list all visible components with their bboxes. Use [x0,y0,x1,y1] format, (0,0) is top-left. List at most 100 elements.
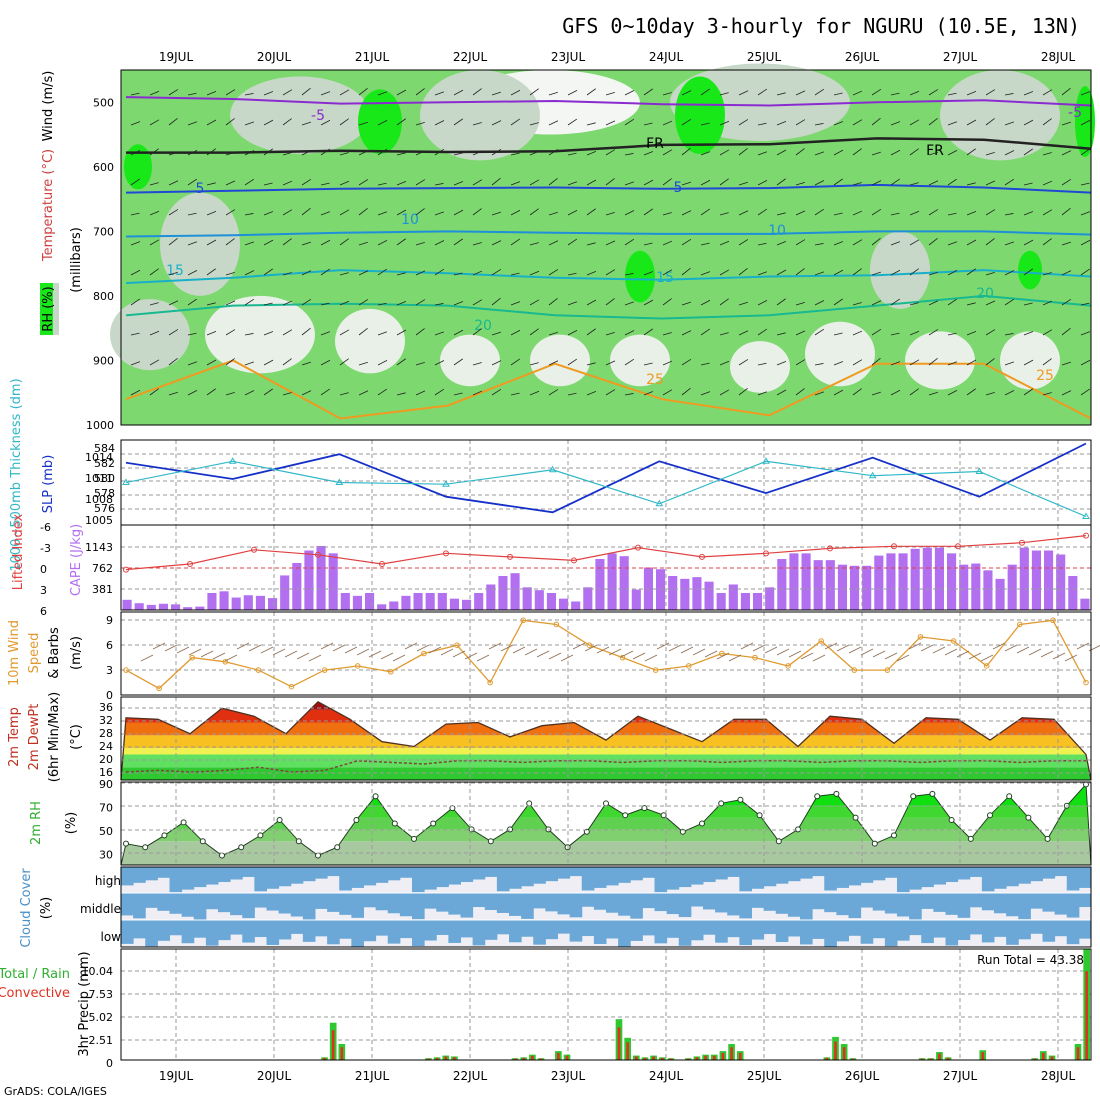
wind-barb [377,268,388,276]
wind-barb [985,391,995,396]
cloud-bar [363,893,377,908]
cape-bar [668,576,678,610]
cloud-bar [1030,920,1043,934]
wind-barb [833,149,844,156]
cloud-bar [363,920,377,942]
wind-barb [985,118,995,126]
wind-barb [282,89,293,96]
wind-barb [890,389,901,396]
wind-barb [586,299,597,306]
wind-barb [719,212,729,216]
wind-barb [358,299,369,306]
cape-bar [146,604,156,610]
rh-point [833,790,840,797]
cape-bar [716,593,726,610]
cape-bar [158,603,168,610]
rh-point [411,835,417,842]
cloud-bar [775,867,789,884]
rh-point [257,832,264,839]
wind-barb [624,393,634,396]
wind-barb [320,268,331,276]
wind-tick-label: 0 [106,689,113,702]
date-label-top: 19JUL [159,50,194,64]
wind-barb [282,392,292,396]
wind-barb [681,238,692,246]
wind-barb [662,178,672,186]
wind-barb [130,241,141,246]
cloud-bar [1066,893,1080,918]
wind-barb [377,240,388,246]
cape-bar [595,559,605,610]
cloud-bar [836,893,849,916]
wind-barb [152,642,166,650]
cloud-bar [1042,920,1056,942]
wind-speed-point [156,685,162,692]
cloud-bar [1018,920,1031,940]
precip-convective-bar [825,1057,829,1060]
wind-barb [776,298,786,306]
li-tick-label: 0 [40,563,47,576]
cloud-bar [569,893,583,918]
wind-barb [377,388,388,396]
wind-barb [377,182,387,186]
cloud-bar [218,867,231,883]
wind-barb [966,239,977,246]
cape-bar [401,595,411,610]
wind-barb [814,271,824,276]
wind-barb [624,153,634,156]
wind-barb [1061,178,1072,186]
wind-label-unit: (m/s) [69,636,84,670]
lifted-index-point [635,544,641,551]
wind-barb [681,147,691,156]
wind-barb [719,240,730,246]
cloud-bar [339,893,352,915]
wind-barb [586,179,597,186]
wind-barb [947,298,958,306]
wind-barb [529,390,540,396]
date-label-top: 20JUL [257,50,292,64]
cape-bar [449,598,459,610]
wind-barb [662,389,673,396]
wind-barb [392,654,406,662]
wind-barb [1080,359,1091,366]
wind-barb [415,150,426,156]
wind-barb [567,392,577,396]
thickness-slp-panel [121,440,1091,525]
wind-barb [548,652,562,660]
wind-barb [909,90,920,96]
cloud-bar [909,867,922,890]
wind-barb [740,642,754,650]
cape-bar [534,590,544,610]
wind-barb [548,240,559,246]
wind-barb [947,270,958,276]
wind-barb [1023,359,1034,366]
wind-barb [1004,644,1018,652]
wind-barb [890,178,901,186]
cloud-bar [933,920,946,938]
cloud-bar [509,867,522,889]
cloud-bar [921,893,934,909]
wind-barb [472,390,483,396]
wind-barb [301,121,311,126]
cloud-bar [545,867,558,882]
wind-frame [120,611,1092,696]
wind-barb [852,268,862,276]
wind-barb [890,92,900,96]
cloud-bar [230,867,243,880]
pressure-tick-label: 1000 [86,419,114,432]
wind-barb [472,150,483,156]
wind-barb [757,391,768,396]
wind-barb [643,122,653,126]
cape-bar [801,553,811,610]
wind-barb [909,119,920,126]
wind-barb [491,240,502,246]
cape-bar [231,597,241,610]
wind-barb [586,88,596,96]
rh-point [295,838,302,845]
wind-label-c: & Barbs [47,627,62,679]
rh-point [967,835,974,842]
precip-convective-bar [1085,971,1088,1060]
wind-barb [1023,119,1034,126]
wind-barb [980,654,994,662]
wind-barb [947,178,958,186]
